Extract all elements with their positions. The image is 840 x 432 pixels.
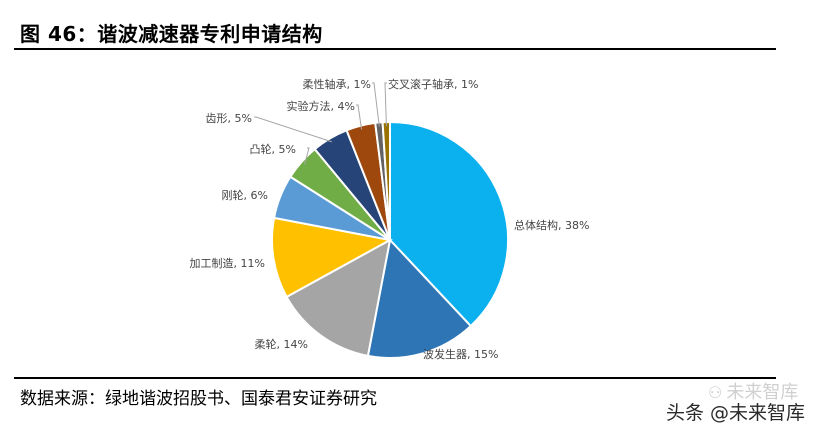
watermark-faint: ⚇ 未来智库 xyxy=(708,382,799,403)
leader-line xyxy=(356,104,363,130)
pie-slice xyxy=(285,238,392,358)
leader-line xyxy=(372,82,380,127)
slice-label: 加工制造, 11% xyxy=(190,256,265,270)
source-note: 数据来源：绿地谐波招股书、国泰君安证券研究 xyxy=(20,389,377,409)
pie-chart: 总体结构, 38% 波发生器, 15% 柔轮, 14% 加工制造, 11% 刚轮, 6%… xyxy=(190,77,590,361)
slice-label: 实验方法, 4% xyxy=(287,99,355,113)
leader-line xyxy=(254,116,333,143)
wechat-icon: ⚇ xyxy=(708,383,723,402)
slice-label: 刚轮, 6% xyxy=(222,188,268,202)
pie-slice xyxy=(271,216,393,299)
leader-line xyxy=(384,82,387,127)
slice-label: 凸轮, 5% xyxy=(250,142,296,156)
title-divider xyxy=(14,48,776,50)
pie-slice xyxy=(366,237,473,359)
pie-slice xyxy=(389,120,510,328)
chart-title: 图 46：谐波减速器专利申请结构 xyxy=(20,22,323,46)
slice-label: 柔性轴承, 1% xyxy=(303,77,371,91)
source-divider xyxy=(14,377,776,379)
watermark: 头条 @未来智库 xyxy=(666,402,806,424)
slice-label: 总体结构, 38% xyxy=(514,218,589,232)
slice-label: 波发生器, 15% xyxy=(423,347,498,361)
slice-label: 齿形, 5% xyxy=(206,112,252,125)
slice-label: 柔轮, 14% xyxy=(255,337,308,351)
slice-label: 交叉滚子轴承, 1% xyxy=(388,77,478,91)
leader-line xyxy=(304,147,310,165)
